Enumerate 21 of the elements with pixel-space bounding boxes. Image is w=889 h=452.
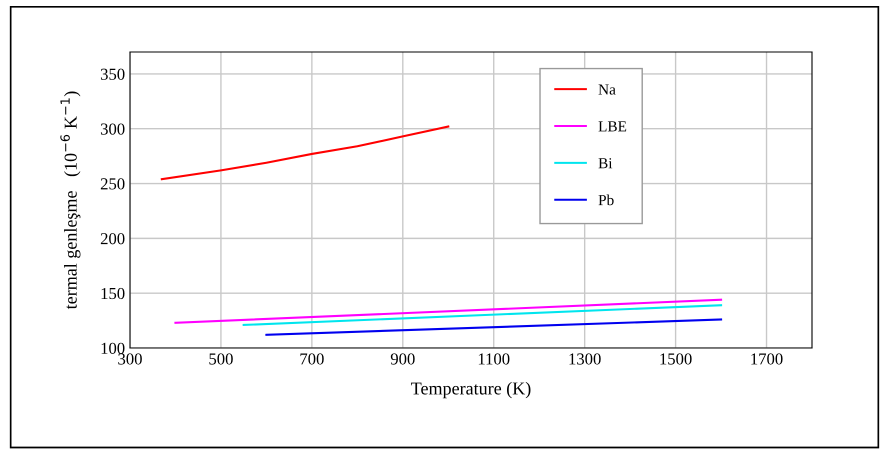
x-tick-label: 1100	[478, 353, 510, 365]
x-tick-label: 700	[300, 353, 324, 365]
x-tick-label: 1300	[569, 353, 601, 365]
line-series	[160, 126, 450, 180]
x-tick-label: 500	[209, 353, 233, 365]
x-tick-label: 1700	[751, 353, 783, 365]
legend-label: Na	[598, 84, 616, 95]
y-tick-label: 100	[102, 342, 125, 354]
x-tick-label: 1500	[660, 353, 692, 365]
legend-label: Pb	[598, 194, 614, 206]
legend-label: Bi	[598, 158, 612, 168]
y-axis-title: termal genleşme (10$^{−6}$ K$^{−1}$)	[60, 92, 80, 310]
y-tick-label: 250	[100, 178, 125, 190]
x-tick-label: 300	[118, 353, 142, 365]
y-tick-label: 200	[100, 233, 125, 244]
x-axis-title: Temperature (K)	[411, 382, 530, 398]
y-tick-label: 150	[102, 288, 125, 300]
y-tick-label: 350	[100, 68, 125, 80]
y-tick-label: 300	[100, 123, 125, 135]
x-tick-label: 900	[390, 353, 415, 365]
legend-label: LBE	[598, 121, 626, 132]
